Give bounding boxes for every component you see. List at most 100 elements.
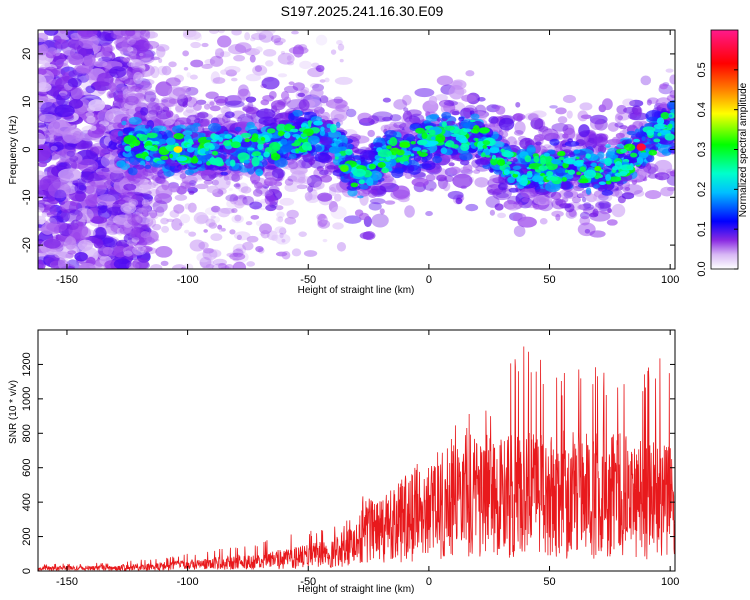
y-tick-label: 0 — [21, 146, 33, 152]
spectrogram-cell — [237, 152, 250, 162]
spectrogram-cell — [85, 85, 96, 94]
x-tick-label: 0 — [426, 274, 432, 286]
spectrogram-cell — [67, 77, 82, 88]
spectrogram-cell — [614, 113, 622, 123]
spectrogram-cell — [40, 102, 57, 117]
spectrogram-cell — [265, 60, 274, 67]
spectrogram-cell — [75, 64, 92, 74]
spectrogram-cell — [270, 100, 286, 111]
spectrogram-cell — [549, 176, 559, 182]
spectrogram-cell — [38, 251, 48, 258]
spectrogram-cell — [135, 153, 145, 159]
spectrogram-cell — [38, 73, 47, 92]
spectrogram-cell — [277, 130, 285, 137]
spectrogram-cell — [57, 256, 70, 269]
spectrogram-cell — [589, 117, 604, 131]
spectrogram-cell — [134, 216, 139, 221]
spectrogram-cell — [263, 151, 270, 158]
spectrogram-cell — [573, 149, 581, 154]
spectrogram-cell — [640, 75, 652, 86]
spectrogram-cell — [664, 133, 675, 141]
spectrogram-cell — [338, 146, 347, 151]
spectrogram-cell — [304, 191, 313, 201]
spectrogram-cell — [38, 68, 47, 76]
spectrogram-cell — [606, 219, 618, 226]
spectrogram-cell — [506, 203, 520, 211]
spectrogram-cell — [246, 235, 259, 243]
spectrogram-cell — [186, 72, 191, 78]
spectrogram-cell — [414, 87, 435, 98]
spectrogram-cell — [224, 134, 233, 139]
spectrogram-cell — [211, 150, 219, 156]
spectrogram-cell — [116, 36, 135, 48]
spectrogram-cell — [520, 174, 528, 181]
spectrogram-cell — [549, 105, 558, 109]
spectrogram-cell — [655, 143, 660, 148]
spectrogram-cell — [50, 145, 58, 151]
spectrogram-cell — [246, 261, 256, 267]
spectrogram-cell — [660, 186, 674, 197]
spectrogram-cell — [283, 85, 299, 94]
spectrogram-cell — [300, 133, 307, 138]
spectrogram-cell — [607, 208, 612, 214]
spectrogram-cell — [251, 133, 259, 140]
spectrogram-cell — [460, 143, 470, 151]
spectrogram-cell — [39, 113, 57, 123]
spectrogram-cell — [641, 136, 646, 142]
spectrogram-cell — [263, 48, 277, 57]
spectrogram-cell — [303, 111, 311, 115]
spectrogram-cell — [245, 73, 262, 82]
spectrogram-cell — [594, 204, 601, 212]
spectrogram-cell — [396, 149, 405, 156]
spectrogram-cell — [225, 69, 237, 77]
spectrogram-cell — [224, 65, 241, 74]
x-tick-label: 100 — [661, 274, 679, 286]
spectrogram-cell — [531, 175, 544, 183]
spectrogram-cell — [41, 212, 48, 218]
spectrogram-cell — [386, 145, 392, 150]
spectrogram-cell — [593, 184, 601, 189]
spectrogram-cell — [429, 188, 435, 192]
spectrogram-cell — [113, 258, 132, 269]
spectrogram-cell — [101, 50, 116, 63]
spectrogram-cell — [497, 212, 507, 219]
spectrogram-cell — [109, 66, 127, 78]
spectrogram-cell — [233, 54, 246, 62]
spectrogram-cell — [543, 152, 550, 157]
spectrogram-cell — [132, 245, 147, 256]
spectrogram-cell — [232, 195, 248, 206]
spectrogram-cell — [585, 187, 592, 195]
spectrogram-cell — [421, 132, 428, 139]
spectrogram-cell — [125, 95, 139, 106]
spectrogram-cell — [233, 231, 251, 241]
spectrogram-cell — [96, 194, 116, 206]
spectrogram-cell — [196, 214, 210, 224]
spectrogram-cell — [198, 241, 209, 250]
spectrogram-cell — [68, 99, 84, 109]
spectrogram-cell — [555, 107, 567, 115]
spectrogram-cell — [261, 76, 280, 90]
spectrogram-cell — [46, 221, 68, 233]
spectrogram-cell — [412, 147, 422, 152]
spectrogram-cell — [43, 238, 61, 249]
spectrogram-cell — [240, 132, 252, 138]
spectrogram-cell — [104, 32, 117, 42]
spectrogram-cell — [145, 125, 150, 129]
spectrogram-cell — [644, 190, 662, 200]
spectrogram-cell — [209, 157, 216, 165]
spectrogram-cell — [384, 200, 396, 205]
spectrogram-cell — [328, 183, 350, 193]
spectrogram-cell — [506, 161, 512, 165]
spectrogram-cell — [264, 193, 276, 206]
spectrogram-cell — [255, 220, 263, 227]
spectrogram-cell — [130, 59, 145, 71]
spectrogram-cell — [178, 222, 184, 226]
spectrogram-cell — [229, 193, 239, 205]
spectrogram-cell — [465, 70, 475, 77]
spectrogram-cell — [117, 91, 124, 99]
spectrogram-cell — [155, 206, 165, 217]
y-tick-label: 10 — [21, 96, 33, 108]
spectrogram-cell — [202, 247, 214, 254]
spectrogram-y-axis-title: Frequency (Hz) — [8, 116, 19, 185]
spectrogram-cell — [317, 219, 331, 229]
